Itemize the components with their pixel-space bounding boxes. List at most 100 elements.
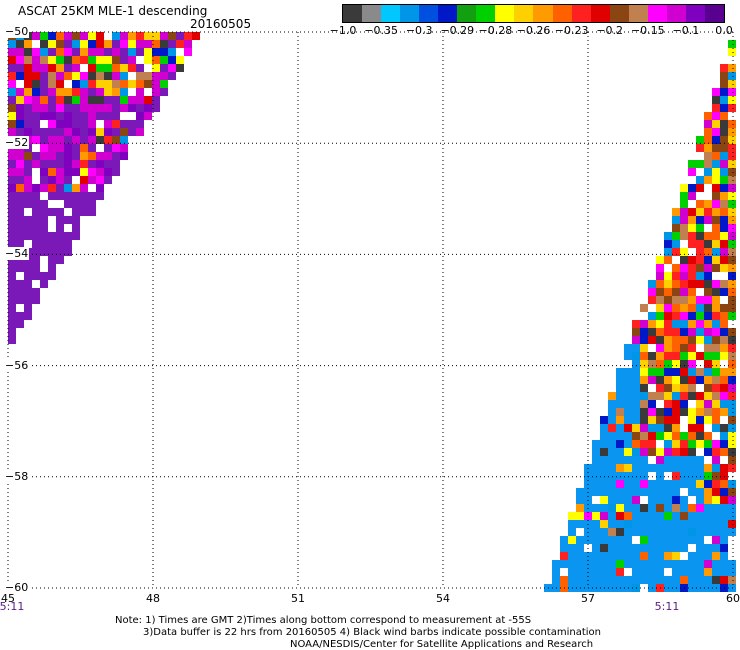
wind-cell <box>680 496 688 504</box>
wind-cell <box>672 336 680 344</box>
wind-cell <box>728 352 736 360</box>
wind-cell <box>720 120 728 128</box>
wind-cell <box>616 376 624 384</box>
wind-cell <box>632 448 640 456</box>
wind-cell <box>64 32 72 40</box>
wind-cell <box>608 480 616 488</box>
wind-cell <box>704 216 712 224</box>
wind-cell <box>672 272 680 280</box>
wind-cell <box>640 344 648 352</box>
wind-cell <box>48 40 56 48</box>
wind-cell <box>624 392 632 400</box>
wind-cell <box>664 504 672 512</box>
wind-cell <box>696 256 704 264</box>
wind-cell <box>664 232 672 240</box>
wind-cell <box>656 344 664 352</box>
wind-cell <box>8 152 16 160</box>
wind-cell <box>664 488 672 496</box>
wind-cell <box>88 136 96 144</box>
time-label-left: 5:11 <box>0 600 25 613</box>
wind-cell <box>16 104 24 112</box>
wind-cell <box>688 512 696 520</box>
wind-cell <box>712 408 720 416</box>
wind-cell <box>168 48 176 56</box>
wind-cell <box>56 128 64 136</box>
wind-cell <box>616 400 624 408</box>
wind-cell <box>592 504 600 512</box>
wind-cell <box>728 408 736 416</box>
wind-cell <box>72 216 80 224</box>
wind-cell <box>608 568 616 576</box>
wind-cell <box>96 80 104 88</box>
wind-cell <box>704 440 712 448</box>
wind-cell <box>696 312 704 320</box>
wind-cell <box>712 232 720 240</box>
wind-cell <box>80 192 88 200</box>
wind-cell <box>104 152 112 160</box>
wind-cell <box>48 264 56 272</box>
wind-cell <box>712 392 720 400</box>
wind-cell <box>632 456 640 464</box>
wind-cell <box>616 464 624 472</box>
wind-cell <box>712 448 720 456</box>
wind-cell <box>72 88 80 96</box>
wind-cell <box>48 272 56 280</box>
wind-cell <box>16 184 24 192</box>
wind-cell <box>728 304 736 312</box>
wind-cell <box>48 128 56 136</box>
wind-cell <box>592 512 600 520</box>
wind-cell <box>32 256 40 264</box>
wind-cell <box>24 312 32 320</box>
wind-cell <box>72 160 80 168</box>
wind-cell <box>680 376 688 384</box>
wind-cell <box>688 168 696 176</box>
longitude-tick-label: 45 <box>1 592 15 605</box>
wind-cell <box>48 248 56 256</box>
wind-cell <box>104 104 112 112</box>
wind-cell <box>120 56 128 64</box>
wind-cell <box>616 504 624 512</box>
wind-cell <box>712 352 720 360</box>
wind-cell <box>704 344 712 352</box>
wind-cell <box>728 88 736 96</box>
wind-cell <box>688 192 696 200</box>
wind-cell <box>656 568 664 576</box>
wind-cell <box>712 424 720 432</box>
wind-cell <box>64 200 72 208</box>
wind-cell <box>640 384 648 392</box>
wind-cell <box>8 312 16 320</box>
wind-cell <box>696 144 704 152</box>
wind-cell <box>696 552 704 560</box>
wind-cell <box>688 472 696 480</box>
wind-cell <box>616 560 624 568</box>
wind-cell <box>712 376 720 384</box>
wind-cell <box>672 544 680 552</box>
wind-cell <box>48 160 56 168</box>
wind-cell <box>56 64 64 72</box>
wind-cell <box>712 464 720 472</box>
wind-cell <box>48 168 56 176</box>
wind-cell <box>632 344 640 352</box>
wind-cell <box>120 136 128 144</box>
wind-cell <box>624 560 632 568</box>
wind-cell <box>728 368 736 376</box>
wind-cell <box>680 568 688 576</box>
wind-cell <box>136 32 144 40</box>
wind-cell <box>72 48 80 56</box>
wind-cell <box>720 464 728 472</box>
wind-cell <box>8 160 16 168</box>
wind-cell <box>136 72 144 80</box>
wind-cell <box>696 416 704 424</box>
wind-cell <box>712 288 720 296</box>
wind-cell <box>16 224 24 232</box>
wind-cell <box>40 64 48 72</box>
wind-cell <box>680 184 688 192</box>
wind-cell <box>728 128 736 136</box>
wind-cell <box>568 552 576 560</box>
wind-cell <box>152 32 160 40</box>
wind-cell <box>48 152 56 160</box>
wind-cell <box>632 408 640 416</box>
wind-cell <box>576 576 584 584</box>
wind-cell <box>24 80 32 88</box>
wind-cell <box>8 288 16 296</box>
